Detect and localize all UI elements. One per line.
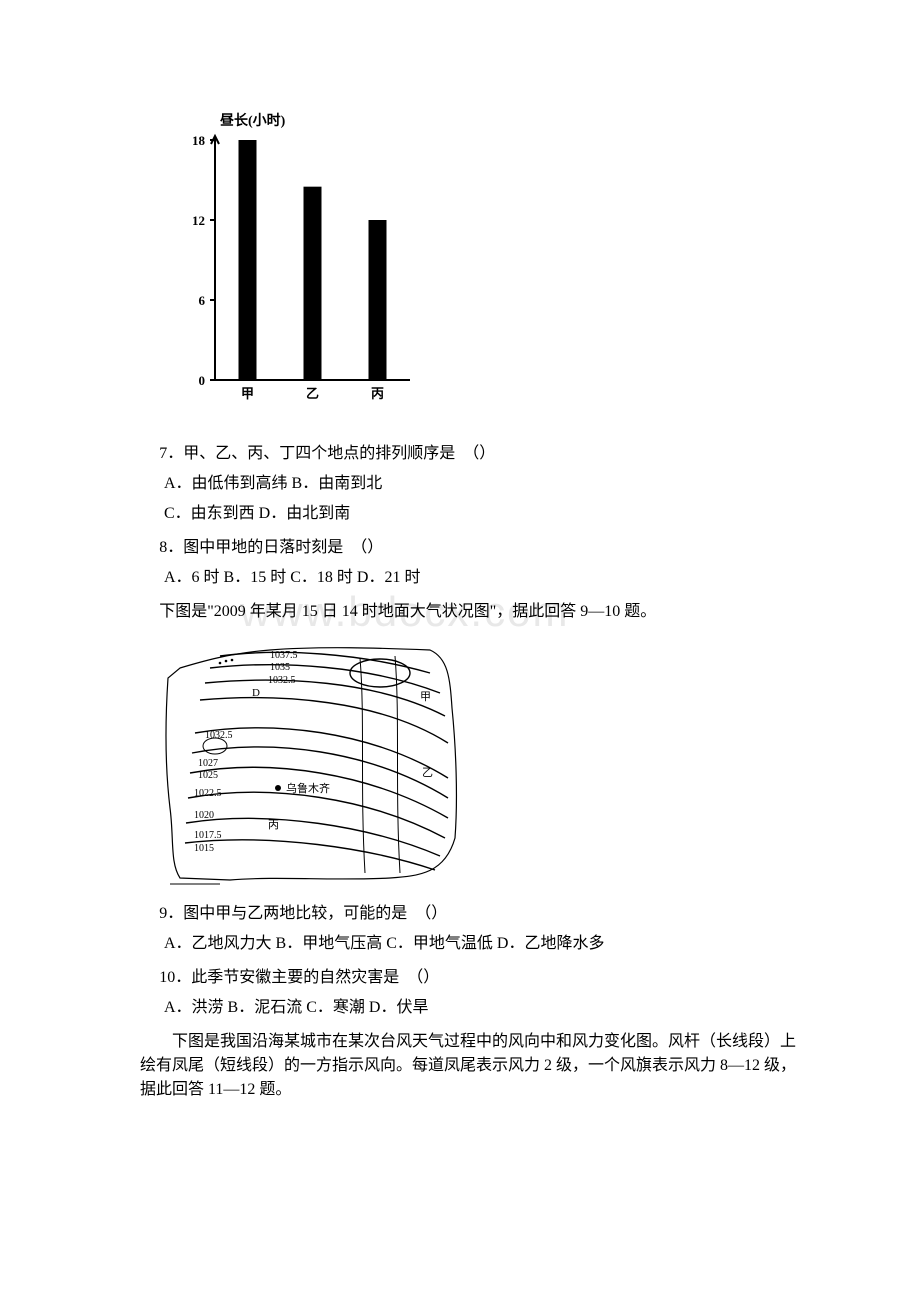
question-8-options: A．6 时 B．15 时 C．18 时 D．21 时 — [140, 566, 800, 590]
svg-text:丙: 丙 — [371, 386, 384, 401]
svg-text:1035: 1035 — [270, 662, 290, 673]
page-content: 昼长(小时)061218甲乙丙 7．甲、乙、丙、丁四个地点的排列顺序是 （） A… — [140, 110, 800, 1102]
question-10-options: A．洪涝 B．泥石流 C．寒潮 D．伏旱 — [140, 996, 800, 1020]
question-10-stem: 10．此季节安徽主要的自然灾害是 （） — [140, 966, 800, 990]
svg-text:1025: 1025 — [198, 770, 218, 781]
svg-text:1032.5: 1032.5 — [205, 730, 233, 741]
question-7-options-line2: C．由东到西 D．由北到南 — [140, 502, 800, 526]
question-9-stem: 9．图中甲与乙两地比较，可能的是 （） — [140, 902, 800, 926]
svg-text:1017.5: 1017.5 — [194, 830, 222, 841]
svg-text:昼长(小时): 昼长(小时) — [220, 112, 286, 129]
svg-text:1022.5: 1022.5 — [194, 788, 222, 799]
isobar-map: 1037.51035 1032.5 1032.5 10271025 1022.5 1020… — [160, 638, 800, 888]
bar-chart: 昼长(小时) 0 6 12 18 甲 乙 丙 — [160, 110, 800, 430]
svg-text:6: 6 — [199, 293, 206, 308]
question-7-options-line1: A．由低伟到高纬 B．由南到北 — [140, 472, 800, 496]
svg-text:0: 0 — [199, 373, 206, 388]
question-7-stem: 7．甲、乙、丙、丁四个地点的排列顺序是 （） — [140, 442, 800, 466]
intro-9-10: 下图是"2009 年某月 15 日 14 时地面大气状况图"，据此回答 9—10… — [140, 600, 800, 624]
svg-text:乙: 乙 — [422, 766, 433, 779]
svg-text:D: D — [252, 687, 260, 699]
isobar-map-svg: 1037.51035 1032.5 1032.5 10271025 1022.5 1020… — [160, 638, 460, 888]
svg-text:乌鲁木齐: 乌鲁木齐 — [286, 781, 330, 795]
svg-text:18: 18 — [192, 133, 206, 148]
svg-text:乙: 乙 — [306, 386, 319, 401]
svg-text:丙: 丙 — [268, 819, 279, 831]
svg-text:1020: 1020 — [194, 810, 214, 821]
question-9-options: A．乙地风力大 B．甲地气压高 C．甲地气温低 D．乙地降水多 — [140, 932, 800, 956]
svg-text:1015: 1015 — [194, 843, 214, 854]
bar-chart-svg: 昼长(小时) 0 6 12 18 甲 乙 丙 — [160, 110, 420, 430]
svg-text:12: 12 — [192, 213, 205, 228]
svg-text:1027: 1027 — [198, 758, 218, 769]
svg-text:甲: 甲 — [420, 691, 431, 703]
svg-text:1037.5: 1037.5 — [270, 650, 298, 661]
svg-text:1032.5: 1032.5 — [268, 675, 296, 686]
svg-text:甲: 甲 — [241, 386, 254, 401]
intro-11-12: 下图是我国沿海某城市在某次台风天气过程中的风向中和风力变化图。风杆（长线段）上绘… — [140, 1030, 800, 1102]
question-8-stem: 8．图中甲地的日落时刻是 （） — [140, 536, 800, 560]
